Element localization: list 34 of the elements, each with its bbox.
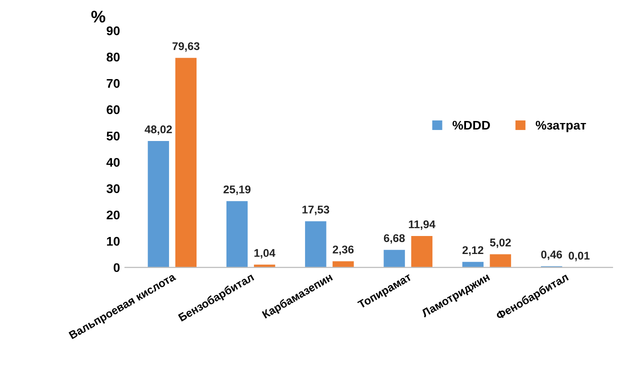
data-label: 2,12 bbox=[462, 246, 484, 256]
y-tick-label: 10 bbox=[107, 236, 120, 246]
bar bbox=[411, 236, 432, 268]
bar bbox=[175, 58, 197, 268]
y-tick-label: 90 bbox=[106, 26, 120, 36]
bar bbox=[384, 250, 405, 268]
bar bbox=[490, 254, 512, 268]
bar bbox=[332, 261, 354, 268]
data-label: 17,53 bbox=[302, 206, 330, 216]
data-label: 79,63 bbox=[172, 42, 200, 52]
legend-label: %DDD bbox=[452, 120, 490, 130]
data-label: 1,04 bbox=[254, 249, 276, 259]
bar bbox=[148, 141, 170, 268]
data-label: 25,19 bbox=[224, 185, 251, 195]
y-tick-label: 20 bbox=[106, 210, 120, 220]
data-label: 5,02 bbox=[490, 238, 511, 248]
y-axis-title: % bbox=[91, 10, 106, 22]
y-tick-label: 80 bbox=[106, 52, 120, 62]
data-label: 2,36 bbox=[332, 246, 354, 256]
y-tick-label: 70 bbox=[106, 78, 120, 88]
bar bbox=[305, 221, 326, 268]
bar bbox=[254, 264, 276, 268]
data-label: 11,94 bbox=[408, 220, 436, 230]
y-tick-label: 50 bbox=[106, 132, 120, 140]
y-tick-label: 30 bbox=[106, 184, 120, 194]
data-label: 0,46 bbox=[541, 250, 562, 260]
data-label: 6,68 bbox=[384, 234, 405, 244]
y-tick-label: 40 bbox=[106, 158, 120, 167]
data-label: 48,02 bbox=[144, 125, 172, 135]
bar bbox=[226, 201, 248, 268]
y-tick-label: 60 bbox=[106, 105, 120, 114]
y-tick-label: 0 bbox=[114, 263, 120, 272]
data-label: 0,01 bbox=[568, 252, 590, 262]
legend-label: %затрат bbox=[536, 120, 586, 132]
